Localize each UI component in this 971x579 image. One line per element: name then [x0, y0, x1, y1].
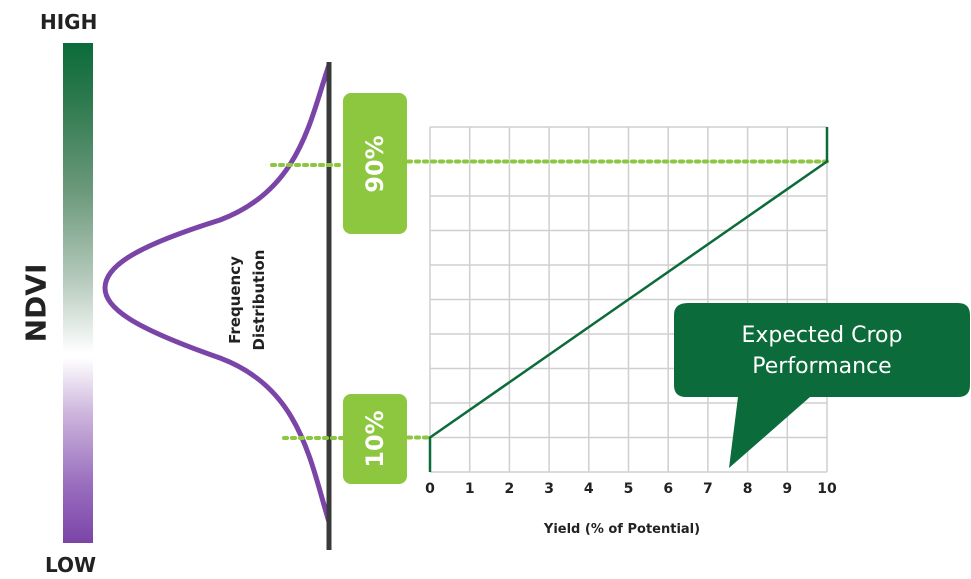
chart-grid: [429, 126, 828, 473]
x-tick-label: 0: [425, 481, 435, 497]
x-tick-label: 3: [544, 481, 554, 497]
scale-high-label: HIGH: [40, 10, 98, 34]
ndvi-color-scale-bar: [63, 43, 93, 543]
callout-line2: Performance: [752, 354, 892, 379]
expected-yield-line: [428, 127, 829, 472]
x-tick-label: 7: [703, 481, 713, 497]
x-tick-label: 9: [782, 481, 793, 497]
x-tick-label: 2: [504, 481, 515, 497]
x-tick-label: 6: [663, 481, 674, 497]
callout-shape: [674, 303, 970, 468]
percentile-10-box: 10%: [343, 394, 407, 484]
x-tick-label: 8: [742, 481, 753, 497]
callout-line1: Expected Crop: [741, 323, 903, 348]
callout-text: Expected Crop Performance: [674, 320, 970, 382]
frequency-distribution-curve: [102, 64, 332, 523]
percentile-90-box: 90%: [343, 93, 407, 234]
x-tick-label: 4: [583, 481, 594, 497]
x-tick-label: 10: [817, 481, 837, 497]
x-axis-title: Yield (% of Potential): [543, 522, 701, 537]
scale-low-label: LOW: [45, 553, 97, 577]
x-tick-label: 1: [464, 481, 475, 497]
x-tick-label: 5: [623, 481, 634, 497]
